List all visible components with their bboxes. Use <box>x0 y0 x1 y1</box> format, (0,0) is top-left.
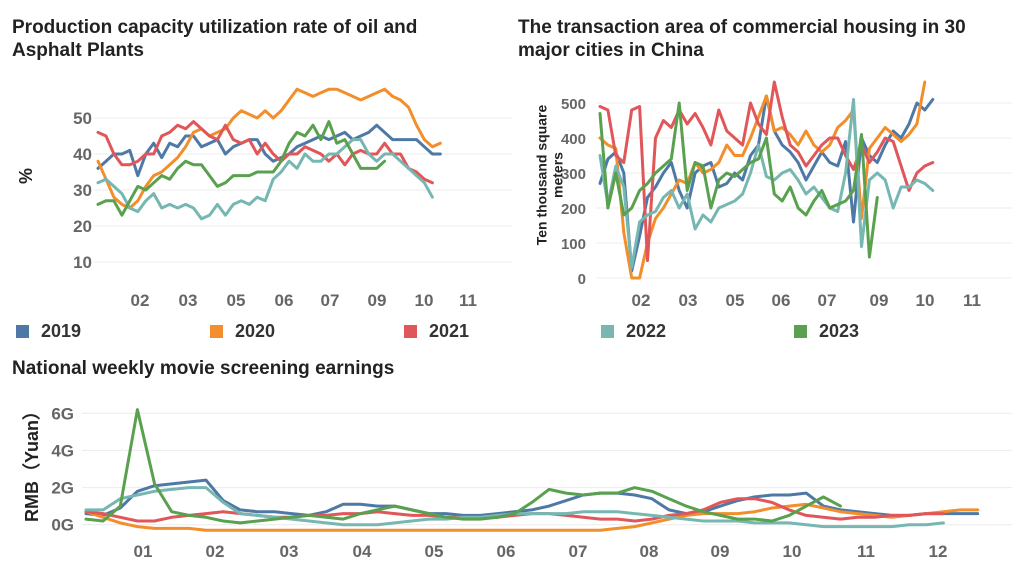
series-line-2020[interactable] <box>96 87 442 210</box>
chart-movie: 0G 2G 4G 6G 01 02 03 04 05 06 07 08 09 10 11 12 RMB（Yuan… <box>22 402 1012 561</box>
chart-oil-asphalt: 10 20 30 40 50 02 03 05 06 07 09 10 11% <box>16 87 512 310</box>
x-tick-label: 01 <box>134 542 153 561</box>
legend-swatch <box>794 324 807 338</box>
x-tick-label: 02 <box>632 291 651 310</box>
legend-label: 2023 <box>819 320 860 341</box>
x-tick-label: 09 <box>870 291 889 310</box>
y-axis-label: RMB（Yuan） <box>22 402 42 522</box>
x-tick-label: 03 <box>179 291 198 310</box>
x-tick-label: 10 <box>415 291 434 310</box>
series-line-2023[interactable] <box>96 120 387 217</box>
series-line-2023[interactable] <box>84 408 842 525</box>
x-tick-label: 07 <box>569 542 588 561</box>
series-line-2022[interactable] <box>598 98 935 269</box>
x-tick-label: 12 <box>929 542 948 561</box>
series-line-2019[interactable] <box>84 478 980 517</box>
series-line-2021[interactable] <box>84 497 945 523</box>
x-tick-label: 07 <box>818 291 837 310</box>
series-line-2020[interactable] <box>84 502 980 532</box>
y-axis-label: Ten thousand squaremeters <box>534 105 566 246</box>
x-tick-label: 11 <box>857 542 875 561</box>
y-tick-label: 200 <box>561 201 586 218</box>
x-tick-label: 06 <box>772 291 791 310</box>
legend-label: 2022 <box>626 320 667 341</box>
legend-item-2021[interactable]: 2021 <box>404 318 469 344</box>
y-tick-label: 2G <box>51 479 74 498</box>
y-axis-label: % <box>16 168 36 184</box>
x-tick-label: 02 <box>206 542 225 561</box>
legend-label: 2019 <box>41 320 82 341</box>
series-line-2023[interactable] <box>598 101 879 259</box>
x-tick-label: 05 <box>227 291 246 310</box>
x-tick-label: 09 <box>711 542 730 561</box>
x-tick-label: 06 <box>497 542 516 561</box>
y-tick-label: 100 <box>561 236 586 253</box>
legend: 2019 2020 2021 2022 2023 <box>0 318 1024 344</box>
y-tick-label: 40 <box>73 145 92 164</box>
legend-label: 2020 <box>235 320 276 341</box>
y-tick-label: 0G <box>51 516 74 535</box>
series-line-2021[interactable] <box>598 80 935 262</box>
y-tick-label: 20 <box>73 217 92 236</box>
legend-item-2019[interactable]: 2019 <box>16 318 81 344</box>
x-tick-label: 03 <box>679 291 698 310</box>
y-tick-label: 0 <box>578 271 586 288</box>
x-tick-label: 09 <box>368 291 387 310</box>
x-tick-label: 08 <box>640 542 659 561</box>
y-tick-label: 300 <box>561 166 586 183</box>
legend-label: 2021 <box>429 320 470 341</box>
y-tick-label: 4G <box>51 441 74 460</box>
x-tick-label: 03 <box>280 542 299 561</box>
x-tick-label: 10 <box>916 291 935 310</box>
x-tick-label: 05 <box>726 291 745 310</box>
chart-title-movie: National weekly movie screening earnings <box>12 358 395 379</box>
y-tick-label: 6G <box>51 404 74 423</box>
series-line-2020[interactable] <box>598 80 927 280</box>
legend-item-2022[interactable]: 2022 <box>601 318 666 344</box>
series-line-2019[interactable] <box>96 123 442 178</box>
chart-title-housing: The transaction area of commercial housi… <box>518 17 966 61</box>
x-tick-label: 05 <box>425 542 444 561</box>
y-tick-label: 50 <box>73 109 92 128</box>
y-tick-label: 500 <box>561 96 586 113</box>
chart-title-oil-asphalt: Production capacity utilization rate of … <box>12 17 418 61</box>
legend-item-2020[interactable]: 2020 <box>210 318 275 344</box>
series-line-2022[interactable] <box>96 138 434 221</box>
x-tick-label: 11 <box>459 291 477 310</box>
legend-swatch <box>404 324 417 338</box>
chart-housing: 0 100 200 300 400 500 02 03 05 06 07 09 10 11 Ten thou… <box>534 80 1012 310</box>
x-tick-label: 02 <box>131 291 150 310</box>
x-tick-label: 04 <box>353 542 372 561</box>
series-line-2021[interactable] <box>96 120 434 185</box>
legend-swatch <box>16 324 29 338</box>
x-tick-label: 06 <box>275 291 294 310</box>
legend-swatch <box>210 324 223 338</box>
y-tick-label: 10 <box>73 253 92 272</box>
legend-swatch <box>601 324 614 338</box>
x-tick-label: 11 <box>963 291 981 310</box>
y-tick-label: 400 <box>561 131 586 148</box>
x-tick-label: 07 <box>321 291 340 310</box>
legend-item-2023[interactable]: 2023 <box>794 318 859 344</box>
y-tick-label: 30 <box>73 181 92 200</box>
x-tick-label: 10 <box>783 542 802 561</box>
